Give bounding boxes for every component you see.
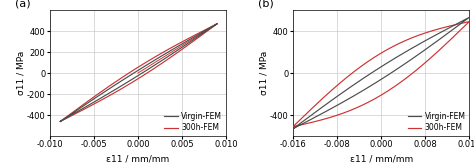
Text: (a): (a): [15, 0, 30, 9]
Text: (b): (b): [258, 0, 273, 9]
X-axis label: ε11 / mm/mm: ε11 / mm/mm: [106, 155, 170, 164]
X-axis label: ε11 / mm/mm: ε11 / mm/mm: [349, 155, 413, 164]
Legend: Virgin-FEM, 300h-FEM: Virgin-FEM, 300h-FEM: [164, 112, 222, 132]
Y-axis label: σ11 / MPa: σ11 / MPa: [17, 51, 26, 95]
Y-axis label: σ11 / MPa: σ11 / MPa: [260, 51, 269, 95]
Legend: Virgin-FEM, 300h-FEM: Virgin-FEM, 300h-FEM: [408, 112, 465, 132]
